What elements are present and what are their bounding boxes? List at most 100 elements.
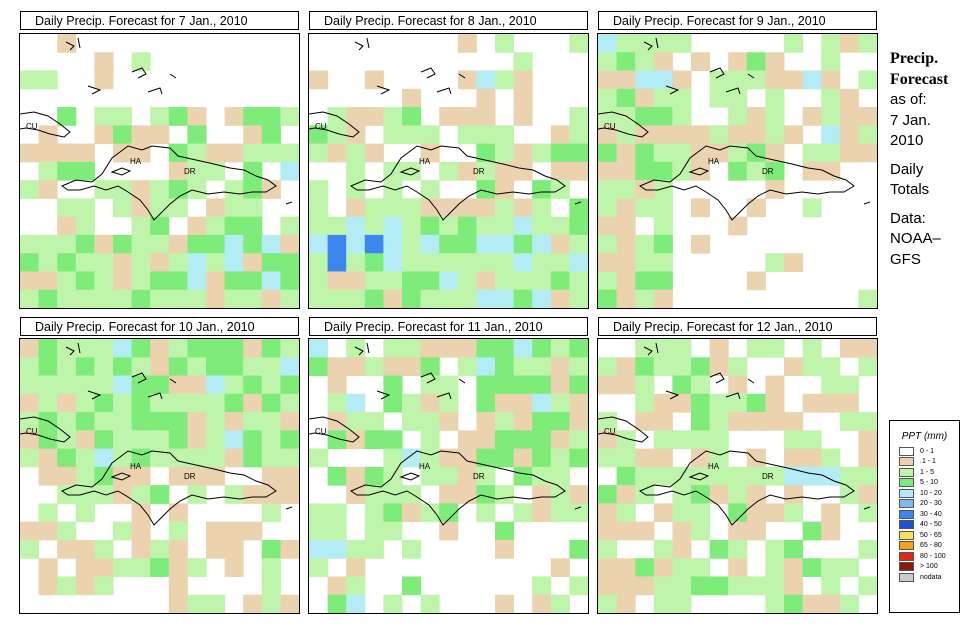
precip-cell (709, 485, 729, 504)
precip-cell (224, 143, 244, 163)
precip-cell (402, 271, 422, 291)
precip-cell (187, 430, 207, 450)
precip-cell (243, 289, 263, 308)
precip-cell (495, 412, 515, 431)
precip-cell (569, 216, 588, 236)
precip-cell (495, 339, 515, 358)
precip-cell (457, 198, 477, 218)
precip-cell (635, 161, 655, 181)
precip-cell (598, 289, 618, 308)
legend-item: > 100 (899, 562, 959, 573)
precip-cell (38, 521, 58, 541)
precip-cell (113, 521, 133, 541)
precip-cell (20, 143, 40, 163)
precip-cell (150, 107, 170, 126)
precip-cell (616, 375, 636, 395)
precip-cell (858, 143, 877, 163)
precip-cell (839, 412, 859, 431)
precip-cell (261, 485, 281, 504)
panel-title-2: Daily Precip. Forecast for 8 Jan., 2010 (309, 11, 588, 30)
precip-cell (598, 234, 618, 254)
precip-cell (784, 357, 804, 377)
precip-cell (94, 539, 114, 559)
precip-cell (691, 485, 711, 504)
precip-cell (243, 594, 263, 613)
precip-cell (765, 107, 785, 126)
cuba-coast (598, 416, 649, 443)
precip-cell (168, 576, 188, 596)
precip-cell (75, 503, 95, 523)
legend-swatch (899, 478, 914, 488)
precip-cell (20, 430, 40, 450)
precip-cell (691, 558, 711, 577)
precip-cell (206, 161, 226, 181)
precip-cell (653, 448, 673, 468)
precip-cell (131, 539, 151, 559)
precip-cell (802, 357, 822, 377)
precip-cell (513, 52, 533, 72)
precip-cell (346, 412, 366, 431)
precip-cell (513, 430, 533, 450)
precip-cell (598, 88, 618, 108)
precip-cell (550, 594, 570, 613)
precip-cell (616, 448, 636, 468)
precip-cell (420, 339, 440, 358)
precip-cell (327, 393, 347, 413)
precip-cell (420, 271, 440, 291)
precip-cell (821, 357, 841, 377)
precip-cell (224, 216, 244, 236)
precip-cell (635, 466, 655, 486)
precip-cell (131, 339, 151, 358)
precip-cell (821, 576, 841, 596)
precip-cell (457, 271, 477, 291)
precip-cell (206, 357, 226, 377)
label-dominican-republic: DR (762, 167, 774, 176)
precip-cell (261, 375, 281, 395)
precip-cell (309, 503, 329, 523)
precip-cell (150, 339, 170, 358)
precip-cell (346, 339, 366, 358)
precip-cell (327, 234, 347, 254)
precip-cell (383, 594, 403, 613)
precip-cell (709, 70, 729, 90)
precip-cell (858, 576, 877, 596)
precip-cell (383, 198, 403, 218)
precip-cell (598, 539, 618, 559)
precip-cell (532, 466, 552, 486)
precip-cell (598, 161, 618, 181)
legend-item: 30 - 40 (899, 509, 959, 520)
precip-cell (635, 52, 655, 72)
legend-item: 0 - 1 (899, 446, 959, 457)
precip-cell (439, 253, 459, 272)
precip-cell (616, 216, 636, 236)
precip-cell (94, 52, 114, 72)
precip-cell (616, 289, 636, 308)
precip-cell (420, 234, 440, 254)
precip-cell (616, 594, 636, 613)
precip-cell (327, 375, 347, 395)
precip-cell (691, 430, 711, 450)
precip-cell (168, 466, 188, 486)
precip-cell (653, 52, 673, 72)
precip-cell (402, 357, 422, 377)
precip-cell (802, 466, 822, 486)
precip-cell (113, 430, 133, 450)
precip-cell (821, 448, 841, 468)
precip-cell (224, 253, 244, 272)
precip-cell (616, 198, 636, 218)
precip-cell (457, 125, 477, 145)
precip-cell (550, 357, 570, 377)
precip-cell (364, 357, 384, 377)
precip-cell (728, 88, 748, 108)
precip-cell (728, 503, 748, 523)
precip-cell (513, 375, 533, 395)
bahamas-coast (354, 37, 466, 95)
precip-cell (20, 339, 40, 358)
precip-cell (672, 393, 692, 413)
precip-cell (75, 558, 95, 577)
precip-cell (653, 393, 673, 413)
precip-cell (38, 466, 58, 486)
precip-cell (38, 375, 58, 395)
precip-cell (616, 180, 636, 199)
precip-cell (616, 271, 636, 291)
